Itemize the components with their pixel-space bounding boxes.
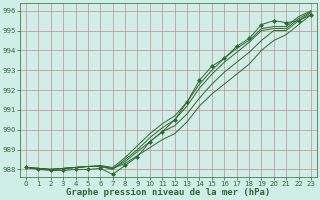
X-axis label: Graphe pression niveau de la mer (hPa): Graphe pression niveau de la mer (hPa) (66, 188, 271, 197)
